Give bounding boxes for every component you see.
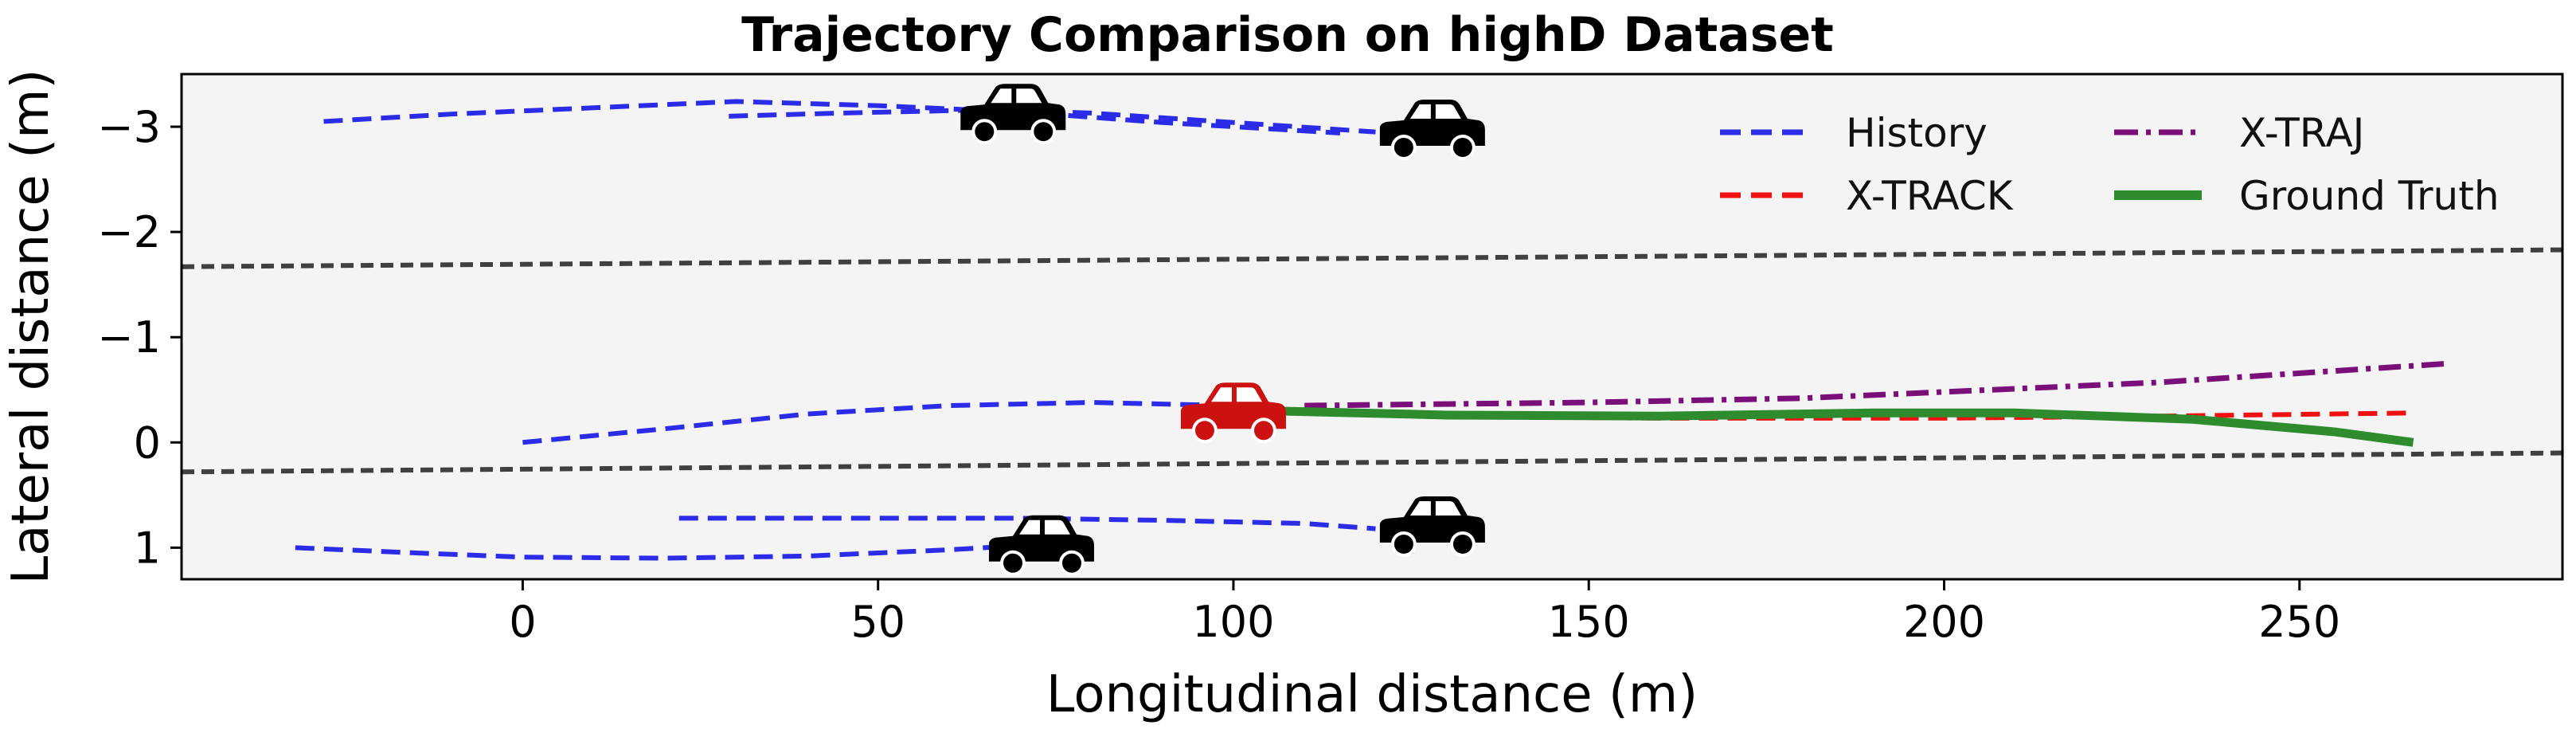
series-line-history-4 — [678, 516, 1376, 531]
neighbor-car-icon-5 — [1379, 496, 1485, 557]
x-tick-label: 100 — [1192, 597, 1274, 647]
x-tick-label: 200 — [1903, 597, 1985, 647]
x-axis-label: Longitudinal distance (m) — [1046, 665, 1698, 724]
legend-label-history: History — [1846, 110, 1988, 156]
y-tick-label: 1 — [134, 523, 161, 573]
x-tick-label: 250 — [2258, 597, 2340, 647]
legend-label-x-traj: X-TRAJ — [2239, 110, 2364, 156]
x-tick-label: 50 — [850, 597, 905, 647]
x-axis-ticks: 0 50 100 150 200 250 — [509, 579, 2340, 647]
x-tick-label: 150 — [1548, 597, 1630, 647]
neighbor-car-icon-2 — [1379, 100, 1485, 161]
trajectory-series — [295, 99, 2449, 561]
legend-label-x-track: X-TRACK — [1846, 173, 2014, 219]
plot-frame — [180, 73, 2564, 581]
y-tick-label: −2 — [97, 207, 161, 257]
y-tick-label: 0 — [134, 418, 161, 468]
chart-title: Trajectory Comparison on highD Dataset — [741, 7, 1834, 63]
legend: History X-TRAJ X-TRACK Ground Truth — [1720, 110, 2500, 219]
x-tick-label: 0 — [509, 597, 536, 647]
series-line-ground-truth — [1268, 406, 2414, 447]
neighbor-car-icon-4 — [988, 515, 1094, 576]
series-line-x-traj — [1304, 360, 2449, 409]
series-line-history-3 — [522, 400, 1234, 445]
y-axis-ticks: −3 −2 −1 0 1 — [97, 102, 182, 573]
y-axis-label: Lateral distance (m) — [2, 69, 61, 585]
series-line-history-1 — [323, 99, 1341, 135]
y-tick-label: −1 — [97, 312, 161, 363]
y-tick-label: −3 — [97, 102, 161, 152]
vehicle-markers — [960, 84, 1485, 576]
target-car-icon — [1180, 382, 1286, 444]
neighbor-car-icon-1 — [960, 84, 1066, 145]
series-line-history-2 — [729, 107, 1376, 135]
plot-area — [182, 74, 2562, 579]
legend-label-ground-truth: Ground Truth — [2239, 173, 2500, 219]
series-line-history-5 — [295, 543, 1021, 561]
